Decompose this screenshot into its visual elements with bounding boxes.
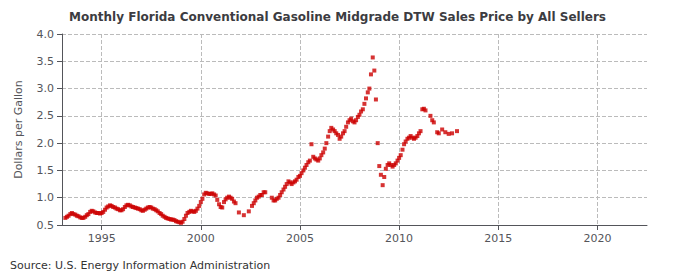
svg-text:3.0: 3.0 — [37, 82, 55, 95]
svg-text:1.5: 1.5 — [37, 164, 55, 177]
svg-text:2005: 2005 — [286, 232, 314, 245]
svg-text:3.5: 3.5 — [37, 55, 55, 68]
svg-text:Monthly Florida Conventional G: Monthly Florida Conventional Gasoline Mi… — [69, 10, 606, 24]
svg-text:2.5: 2.5 — [37, 109, 55, 122]
svg-text:2.0: 2.0 — [37, 137, 55, 150]
svg-text:Source: U.S. Energy Informatio: Source: U.S. Energy Information Administ… — [10, 259, 270, 272]
svg-text:2015: 2015 — [484, 232, 512, 245]
svg-text:2010: 2010 — [385, 232, 413, 245]
svg-text:0.5: 0.5 — [37, 219, 55, 232]
svg-text:Dollars per Gallon: Dollars per Gallon — [12, 80, 25, 179]
svg-text:4.0: 4.0 — [37, 28, 55, 41]
svg-text:2000: 2000 — [187, 232, 215, 245]
svg-text:1.0: 1.0 — [37, 191, 55, 204]
svg-text:1995: 1995 — [88, 232, 116, 245]
svg-text:2020: 2020 — [583, 232, 611, 245]
